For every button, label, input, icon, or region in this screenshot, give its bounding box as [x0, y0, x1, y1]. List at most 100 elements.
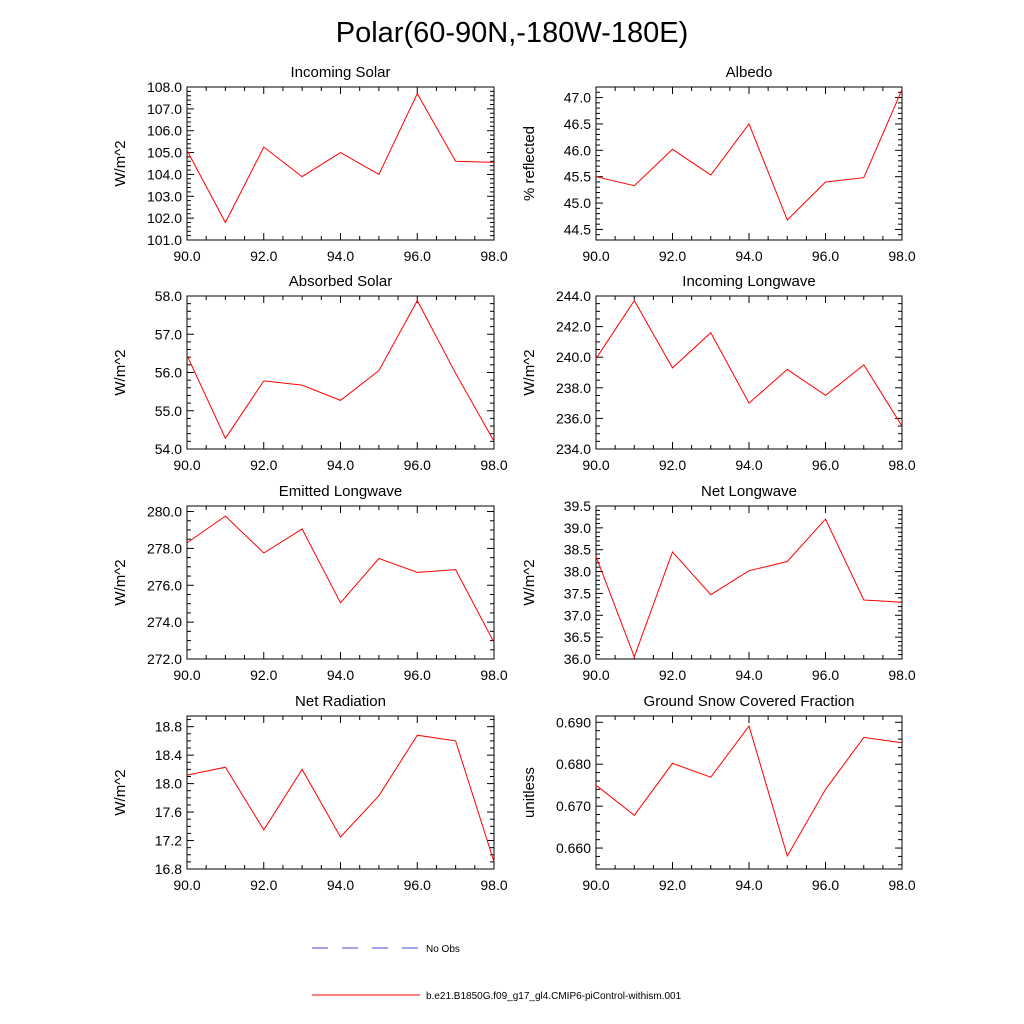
y-tick-label: 0.670 — [556, 798, 591, 814]
y-tick-label: 0.660 — [556, 840, 591, 856]
y-tick-label: 17.6 — [155, 804, 182, 820]
series-line — [186, 515, 495, 643]
x-tick-label: 94.0 — [327, 457, 354, 473]
chart-title: Ground Snow Covered Fraction — [644, 693, 855, 710]
y-tick-label: 18.8 — [155, 719, 182, 735]
x-tick-label: 98.0 — [480, 248, 507, 264]
y-axis-label: unitless — [521, 767, 538, 818]
y-tick-label: 238.0 — [556, 380, 591, 396]
x-tick-label: 96.0 — [812, 248, 839, 264]
x-tick-label: 98.0 — [888, 248, 915, 264]
x-tick-label: 90.0 — [173, 248, 200, 264]
y-axis-label: W/m^2 — [112, 769, 129, 815]
x-tick-label: 92.0 — [250, 667, 277, 683]
series-line — [186, 299, 495, 442]
y-tick-label: 105.0 — [147, 145, 182, 161]
plot-frame — [595, 295, 903, 450]
y-tick-label: 55.0 — [155, 403, 182, 419]
y-tick-label: 18.4 — [155, 747, 182, 763]
y-axis-label: W/m^2 — [112, 349, 129, 395]
y-tick-label: 46.5 — [564, 116, 591, 132]
y-tick-label: 47.0 — [564, 90, 591, 106]
y-tick-label: 0.680 — [556, 756, 591, 772]
plot-frame — [186, 715, 495, 870]
x-tick-label: 96.0 — [404, 248, 431, 264]
y-tick-label: 276.0 — [147, 577, 182, 593]
y-tick-label: 57.0 — [155, 326, 182, 342]
y-tick-label: 104.0 — [147, 166, 182, 182]
chart-title: Incoming Solar — [290, 64, 390, 81]
series-line — [595, 518, 903, 659]
y-tick-label: 45.0 — [564, 195, 591, 211]
chart-title: Net Longwave — [701, 483, 797, 500]
chart-title: Albedo — [726, 64, 773, 81]
y-tick-label: 102.0 — [147, 210, 182, 226]
x-tick-label: 92.0 — [659, 877, 686, 893]
x-tick-label: 98.0 — [888, 667, 915, 683]
y-tick-label: 56.0 — [155, 365, 182, 381]
x-tick-label: 92.0 — [659, 667, 686, 683]
y-tick-label: 107.0 — [147, 101, 182, 117]
plot-frame — [186, 86, 495, 241]
legend-model-label: b.e21.B1850G.f09_g17_gl4.CMIP6-piControl… — [426, 991, 682, 1002]
y-tick-label: 39.5 — [564, 498, 591, 514]
y-tick-label: 280.0 — [147, 504, 182, 520]
y-axis-label: W/m^2 — [521, 559, 538, 605]
y-tick-label: 45.5 — [564, 169, 591, 185]
x-tick-label: 98.0 — [480, 667, 507, 683]
chart-title: Incoming Longwave — [682, 273, 815, 290]
y-tick-label: 38.0 — [564, 564, 591, 580]
y-tick-label: 16.8 — [155, 861, 182, 877]
x-tick-label: 96.0 — [812, 877, 839, 893]
x-tick-label: 90.0 — [582, 667, 609, 683]
series-line — [595, 299, 903, 427]
x-tick-label: 96.0 — [404, 667, 431, 683]
x-tick-label: 98.0 — [888, 877, 915, 893]
y-tick-label: 278.0 — [147, 540, 182, 556]
x-tick-label: 90.0 — [173, 457, 200, 473]
x-tick-label: 96.0 — [404, 457, 431, 473]
x-tick-label: 90.0 — [582, 248, 609, 264]
figure-title: Polar(60-90N,-180W-180E) — [336, 17, 688, 49]
x-tick-label: 94.0 — [327, 877, 354, 893]
x-tick-label: 94.0 — [327, 248, 354, 264]
chart-panel: Incoming Longwave W/m^2 234.0 236.0 238.0 240… — [521, 273, 916, 473]
y-tick-label: 36.5 — [564, 629, 591, 645]
y-tick-label: 108.0 — [147, 79, 182, 95]
y-tick-label: 36.0 — [564, 651, 591, 667]
x-tick-label: 90.0 — [173, 667, 200, 683]
chart-title: Net Radiation — [295, 693, 386, 710]
chart-panel: Absorbed Solar W/m^2 54.0 55.0 56.0 57.0 58.0 9… — [112, 273, 508, 473]
chart-panel: Emitted Longwave W/m^2 272.0 274.0 276.0 278.… — [112, 483, 508, 683]
x-tick-label: 96.0 — [812, 457, 839, 473]
chart-panel: Ground Snow Covered Fraction unitless 0.66… — [521, 693, 916, 893]
y-tick-label: 106.0 — [147, 123, 182, 139]
y-tick-label: 46.0 — [564, 142, 591, 158]
x-tick-label: 90.0 — [582, 877, 609, 893]
x-tick-label: 92.0 — [250, 877, 277, 893]
y-tick-label: 101.0 — [147, 232, 182, 248]
y-tick-label: 37.0 — [564, 607, 591, 623]
plot-frame — [595, 715, 903, 870]
y-axis-label: % reflected — [521, 126, 538, 201]
x-tick-label: 90.0 — [173, 877, 200, 893]
x-tick-label: 92.0 — [659, 248, 686, 264]
x-tick-label: 94.0 — [735, 457, 762, 473]
y-tick-label: 58.0 — [155, 288, 182, 304]
panels: Incoming Solar W/m^2 101.0 102.0 103.0 104.0 1… — [112, 64, 916, 893]
legend-obs-label: No Obs — [426, 944, 460, 955]
y-tick-label: 17.2 — [155, 833, 182, 849]
series-line — [595, 89, 903, 221]
chart-panel: Net Longwave W/m^2 36.0 36.5 37.0 37.5 38.0 38.… — [521, 483, 916, 683]
x-tick-label: 92.0 — [659, 457, 686, 473]
x-tick-label: 92.0 — [250, 457, 277, 473]
chart-panel: Albedo % reflected 44.5 45.0 45.5 46.0 46.5 47.… — [521, 64, 916, 264]
x-tick-label: 94.0 — [735, 248, 762, 264]
y-tick-label: 37.5 — [564, 585, 591, 601]
y-tick-label: 39.0 — [564, 520, 591, 536]
series-line — [186, 734, 495, 863]
x-tick-label: 94.0 — [735, 877, 762, 893]
chart-title: Absorbed Solar — [289, 273, 392, 290]
x-tick-label: 90.0 — [582, 457, 609, 473]
x-tick-label: 94.0 — [735, 667, 762, 683]
